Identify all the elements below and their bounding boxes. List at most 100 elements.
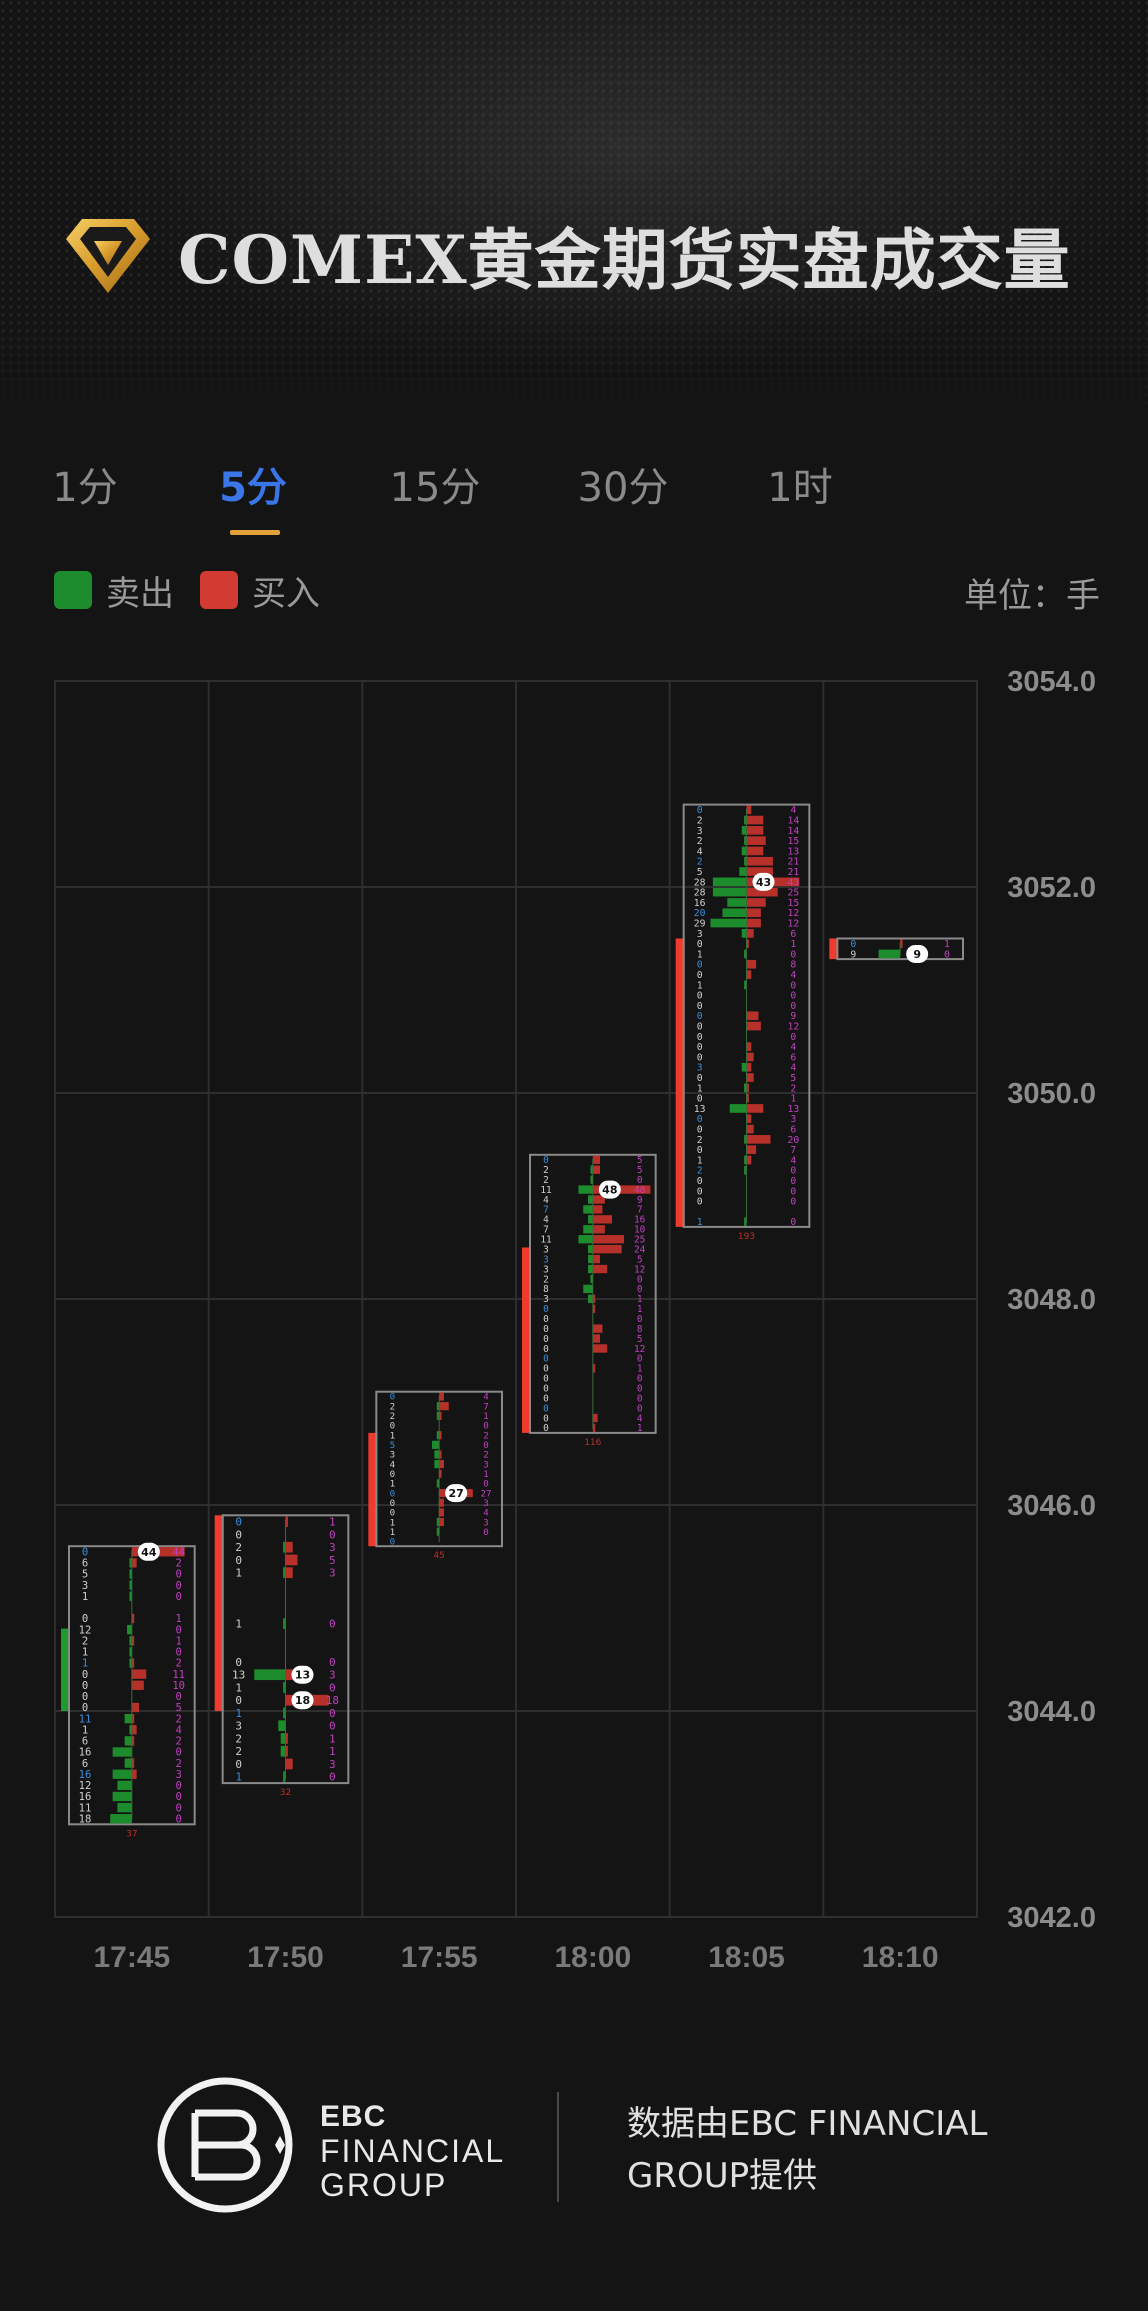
buy-volume-bar <box>746 815 764 825</box>
poc-marker <box>291 1691 314 1710</box>
buy-volume-bar <box>746 970 752 979</box>
sell-count: 2 <box>697 815 703 826</box>
buy-count: 0 <box>175 1780 181 1792</box>
sell-count: 1 <box>390 1430 396 1441</box>
buy-volume-bar <box>131 1680 144 1690</box>
sell-count: 0 <box>697 1011 703 1022</box>
buy-volume-bar <box>746 805 752 815</box>
buy-count: 5 <box>637 1334 643 1345</box>
buy-count: 4 <box>483 1392 489 1403</box>
tab-1hour[interactable]: 1时 <box>767 465 833 511</box>
buy-volume-bar <box>746 1104 764 1113</box>
buy-count: 10 <box>172 1680 185 1692</box>
sell-volume-bar <box>129 1725 132 1735</box>
buy-volume-bar <box>746 1083 749 1093</box>
sell-volume-bar <box>283 1618 286 1630</box>
sell-count: 6 <box>82 1758 88 1770</box>
sell-volume-bar <box>436 1431 440 1440</box>
buy-count: 1 <box>329 1745 336 1758</box>
buy-count: 25 <box>787 888 799 899</box>
sell-volume-bar <box>588 1215 593 1224</box>
buy-volume-bar <box>285 1554 298 1566</box>
sell-volume-bar <box>110 1814 132 1824</box>
footprint-chart: 3054.03052.03050.03048.03046.03044.03042… <box>54 666 1096 1974</box>
buy-count: 0 <box>637 1403 643 1414</box>
buy-count: 12 <box>787 1021 799 1032</box>
buy-volume-bar <box>746 1042 752 1051</box>
buy-volume-bar <box>592 1244 622 1254</box>
tab-5min[interactable]: 5分 <box>219 465 287 511</box>
sell-count: 7 <box>543 1205 549 1216</box>
sell-volume-bar <box>744 949 747 959</box>
tab-1min[interactable]: 1分 <box>52 465 118 511</box>
sell-count: 1 <box>235 1681 242 1694</box>
buy-volume-bar <box>592 1413 598 1423</box>
buy-count: 1 <box>483 1411 489 1422</box>
sell-count: 28 <box>694 877 706 888</box>
buy-count: 2 <box>483 1430 489 1441</box>
sell-count: 5 <box>82 1569 88 1581</box>
sell-count: 0 <box>697 1197 703 1208</box>
buy-count: 2 <box>175 1713 181 1725</box>
sell-volume-bar <box>578 1185 593 1194</box>
candle-body <box>368 1432 378 1547</box>
sell-volume-bar <box>744 1165 747 1175</box>
buy-volume-bar <box>439 1508 444 1517</box>
sell-count: 12 <box>79 1624 92 1636</box>
buy-count: 1 <box>637 1294 643 1305</box>
buy-volume-bar <box>592 1304 596 1313</box>
sell-count: 0 <box>850 939 856 950</box>
buy-count: 0 <box>637 1393 643 1404</box>
buy-count: 21 <box>787 857 799 868</box>
sell-count: 0 <box>697 939 703 950</box>
buy-count: 0 <box>329 1681 336 1694</box>
sell-count: 2 <box>390 1411 396 1422</box>
buy-count: 0 <box>175 1569 181 1581</box>
sell-count: 1 <box>235 1618 242 1631</box>
buy-volume-bar <box>285 1541 293 1553</box>
buy-volume-bar <box>285 1758 293 1770</box>
buy-volume-bar <box>285 1567 293 1579</box>
sell-count: 0 <box>543 1403 549 1414</box>
data-provider-text: 数据由EBC FINANCIAL GROUP提供 <box>627 2104 988 2196</box>
buy-count: 3 <box>790 1114 796 1125</box>
buy-volume-bar <box>131 1613 135 1624</box>
buy-count: 4 <box>175 1724 181 1736</box>
buy-count: 8 <box>637 1324 643 1335</box>
sell-count: 0 <box>697 1032 703 1043</box>
sell-volume-bar <box>712 877 747 887</box>
sell-count: 0 <box>697 1042 703 1053</box>
tab-30min[interactable]: 30分 <box>577 465 669 511</box>
sell-count: 2 <box>543 1274 549 1285</box>
sell-count: 0 <box>390 1488 396 1499</box>
sell-count: 0 <box>697 970 703 981</box>
sell-volume-bar <box>741 1062 747 1072</box>
sell-count: 1 <box>235 1567 242 1580</box>
buy-swatch <box>200 571 238 609</box>
buy-count: 0 <box>175 1691 181 1703</box>
buy-volume-bar <box>592 1364 596 1373</box>
sell-count: 3 <box>82 1580 88 1592</box>
tab-15min[interactable]: 15分 <box>389 465 481 511</box>
sell-volume-bar <box>744 1155 747 1165</box>
sell-volume-bar <box>878 949 901 959</box>
buy-count: 0 <box>944 949 950 960</box>
sell-volume-bar <box>744 980 747 990</box>
sell-count: 0 <box>543 1334 549 1345</box>
sell-count: 0 <box>543 1324 549 1335</box>
buy-count: 0 <box>790 980 796 991</box>
buy-count: 0 <box>637 1274 643 1285</box>
buy-volume-bar <box>746 856 773 866</box>
sell-count: 1 <box>82 1724 88 1736</box>
buy-label: 买入 <box>252 573 320 614</box>
sell-count: 0 <box>235 1516 242 1529</box>
buy-count: 7 <box>637 1205 643 1216</box>
sell-count: 0 <box>390 1508 396 1519</box>
sell-volume-bar <box>124 1758 132 1768</box>
buy-count: 0 <box>790 1032 796 1043</box>
footprint-box <box>375 1390 504 1548</box>
buy-volume-bar <box>439 1460 444 1469</box>
sell-count: 0 <box>235 1554 242 1567</box>
sell-volume-bar <box>283 1771 286 1783</box>
sell-count: 0 <box>543 1384 549 1395</box>
